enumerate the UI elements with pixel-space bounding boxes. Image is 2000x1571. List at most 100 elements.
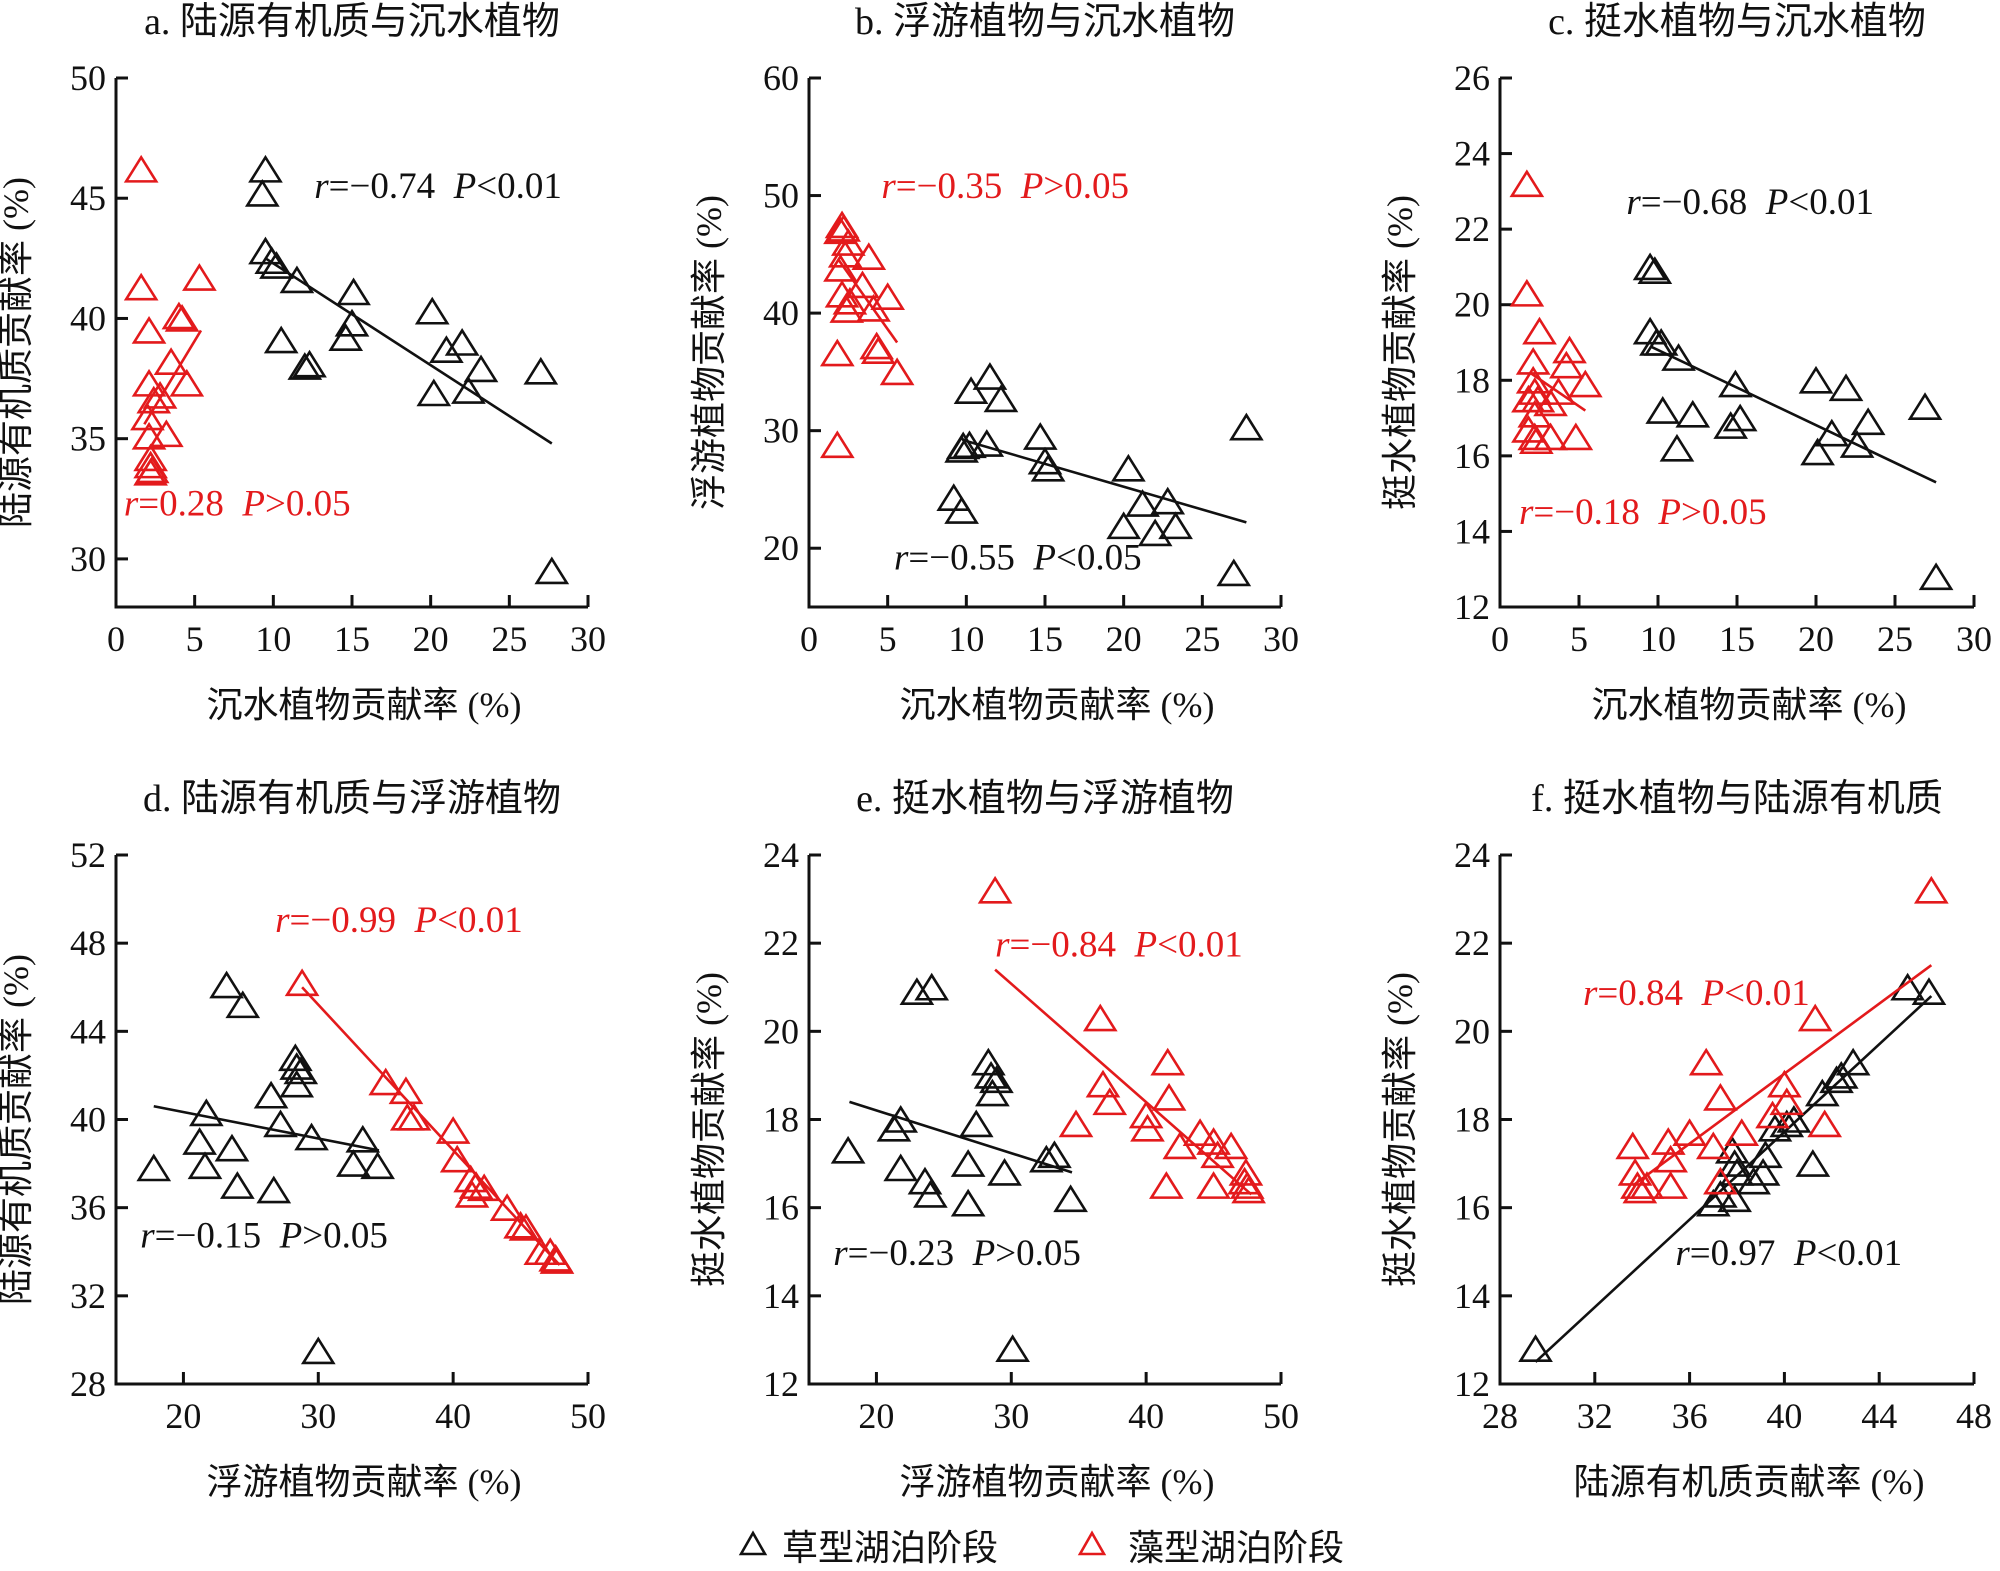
y-tick-label: 30 — [70, 539, 106, 579]
data-point — [133, 443, 168, 472]
data-point — [1807, 1109, 1843, 1138]
stat-r-symbol: r — [833, 1233, 848, 1274]
data-point — [1162, 1131, 1198, 1160]
data-point — [263, 325, 299, 354]
x-tick-label: 40 — [435, 1396, 471, 1436]
data-point — [1748, 1140, 1783, 1169]
data-point — [539, 1246, 575, 1274]
data-point — [123, 154, 159, 183]
stat-r-symbol: r — [1583, 973, 1598, 1014]
data-point — [439, 1144, 475, 1173]
data-point — [950, 1149, 986, 1177]
x-tick-label: 20 — [1798, 619, 1834, 659]
x-tick-label: 50 — [570, 1396, 606, 1436]
data-point — [149, 419, 184, 448]
data-point — [1231, 1175, 1266, 1204]
series-grass-stage: r=−0.15 P>0.05 — [136, 970, 395, 1365]
data-point — [1637, 256, 1673, 285]
regression-line — [153, 1104, 380, 1152]
data-point — [1085, 1069, 1121, 1098]
data-point — [883, 1153, 919, 1182]
x-tick-label: 36 — [1672, 1396, 1708, 1436]
x-tick-label: 5 — [1570, 619, 1588, 659]
stat-r-symbol: r — [894, 537, 909, 578]
data-point — [1509, 169, 1545, 198]
stat-p-symbol: P — [1032, 537, 1056, 578]
stat-p-symbol: P — [1657, 492, 1681, 533]
data-point — [995, 1334, 1030, 1363]
panel-title: c. 挺水植物与沉水植物 — [1548, 1, 1926, 43]
data-point — [1798, 365, 1834, 394]
data-point — [189, 1098, 224, 1127]
data-point — [879, 357, 915, 386]
data-point — [1713, 411, 1749, 439]
data-point — [508, 1213, 544, 1241]
x-tick-label: 15 — [334, 619, 370, 659]
data-point — [214, 1133, 250, 1162]
x-tick-label: 30 — [1956, 619, 1992, 659]
x-tick-label: 25 — [1184, 619, 1220, 659]
data-point — [1717, 1184, 1752, 1213]
y-tick-label: 14 — [763, 1276, 799, 1316]
y-tick-label: 45 — [70, 178, 106, 218]
data-point — [254, 246, 290, 275]
series-algae-stage: r=−0.35 P>0.05 — [819, 166, 1129, 459]
data-point — [454, 1179, 490, 1208]
data-point — [1200, 1140, 1235, 1169]
y-tick-label: 50 — [763, 176, 799, 216]
x-tick-label: 20 — [413, 619, 449, 659]
stat-r-value: =−0.68 — [1641, 182, 1766, 223]
data-point — [300, 1336, 336, 1365]
stat-annotation: r=−0.55 P<0.05 — [894, 537, 1142, 578]
x-tick-label: 30 — [993, 1396, 1029, 1436]
data-point — [503, 1210, 538, 1239]
y-tick-label: 24 — [1454, 134, 1490, 174]
data-point — [1518, 1334, 1553, 1363]
stat-r-value: =−0.55 — [908, 537, 1033, 578]
data-point — [1515, 346, 1551, 375]
data-point — [1688, 1047, 1724, 1076]
stat-p-symbol: P — [1020, 166, 1044, 207]
data-point — [1533, 388, 1568, 417]
panel-d: d. 陆源有机质与浮游植物 28 32 36 40 44 48 52 20 30 40 50 浮游植物贡… — [0, 778, 606, 1502]
data-point — [1150, 1047, 1186, 1076]
data-point — [292, 349, 327, 378]
x-tick-label: 5 — [879, 619, 897, 659]
stat-p-value: <0.01 — [437, 900, 523, 941]
y-tick-label: 22 — [1454, 209, 1490, 249]
data-point — [1797, 1003, 1833, 1032]
x-tick-label: 10 — [948, 619, 984, 659]
data-point — [182, 1127, 217, 1155]
x-tick-label: 30 — [1263, 619, 1299, 659]
y-tick-label: 14 — [1454, 1276, 1490, 1316]
data-point — [279, 265, 315, 294]
regression-line — [962, 438, 1247, 524]
stat-r-value: =0.97 — [1690, 1233, 1794, 1274]
x-tick-label: 20 — [165, 1396, 201, 1436]
stat-p-symbol: P — [1700, 973, 1724, 1014]
stat-p-symbol: P — [453, 166, 477, 207]
data-point — [1767, 1069, 1802, 1098]
data-point — [1130, 1113, 1165, 1142]
y-tick-label: 44 — [70, 1011, 106, 1051]
data-point — [829, 295, 865, 323]
data-point — [209, 970, 244, 999]
stat-r-symbol: r — [314, 166, 329, 207]
data-point — [259, 251, 294, 279]
stat-p-symbol: P — [279, 1215, 303, 1256]
data-point — [248, 154, 283, 183]
data-point — [1653, 1171, 1688, 1199]
stat-r-value: =−0.84 — [1010, 924, 1135, 965]
series-grass-stage: r=0.97 P<0.01 — [1518, 972, 1947, 1363]
data-point — [294, 1122, 329, 1151]
data-point — [164, 304, 200, 332]
data-point — [1918, 562, 1954, 591]
y-tick-label: 18 — [1454, 360, 1490, 400]
stat-r-symbol: r — [140, 1215, 155, 1256]
stat-r-symbol: r — [1626, 182, 1641, 223]
data-point — [1839, 430, 1875, 458]
y-tick-label: 24 — [763, 835, 799, 875]
y-axis-label: 挺水植物贡献率 (%) — [689, 972, 729, 1287]
y-axis-label: 挺水植物贡献率 (%) — [1380, 972, 1420, 1287]
